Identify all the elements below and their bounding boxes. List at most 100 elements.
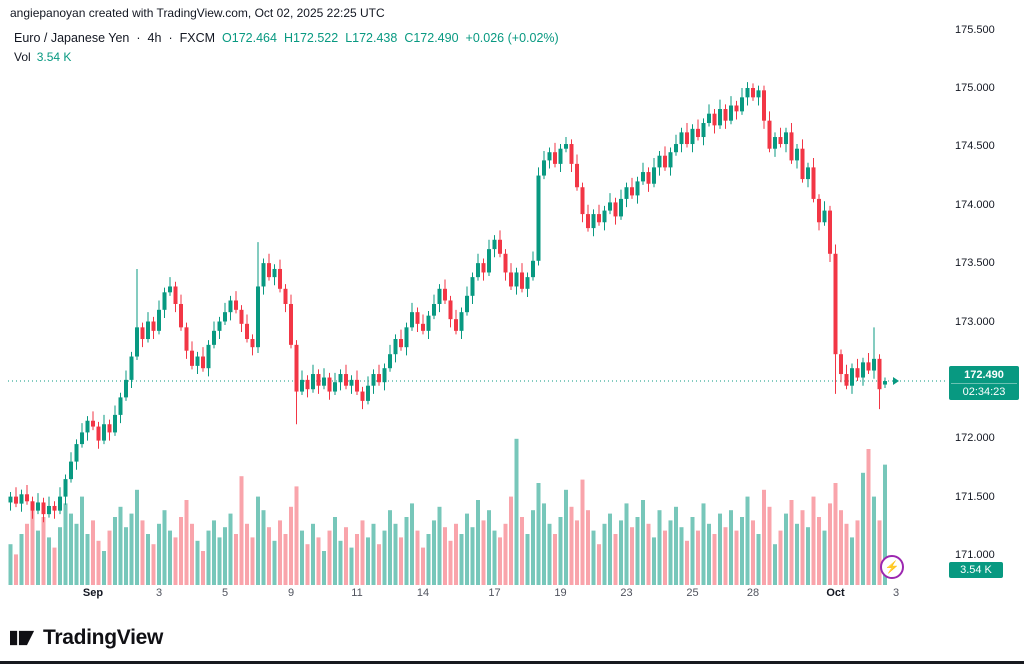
time-axis-label: 19 xyxy=(554,587,567,599)
candle-body xyxy=(25,494,29,502)
price-chart-canvas[interactable] xyxy=(0,0,948,610)
candle-body xyxy=(421,323,425,331)
volume-bar xyxy=(597,544,601,585)
candle-body xyxy=(239,309,244,324)
time-axis-label: 17 xyxy=(488,587,501,599)
volume-bar xyxy=(784,513,788,585)
volume-bar xyxy=(272,540,277,585)
interval-label[interactable]: 4h xyxy=(147,31,162,45)
volume-bar xyxy=(861,472,865,585)
volume-bar xyxy=(250,537,255,585)
candle-body xyxy=(476,263,480,278)
volume-bar xyxy=(828,503,832,585)
ohlc-high: H172.522 xyxy=(283,31,339,45)
last-price-value: 172.490 xyxy=(964,369,1004,381)
volume-bar xyxy=(107,530,112,585)
volume-bar xyxy=(773,544,777,585)
volume-bar xyxy=(850,537,854,585)
candle-body xyxy=(630,187,634,196)
candle-body xyxy=(470,277,475,296)
candle-body xyxy=(250,339,255,348)
candle-body xyxy=(789,132,794,161)
candle-body xyxy=(806,167,810,180)
candle-body xyxy=(327,377,332,392)
candle-body xyxy=(492,239,497,250)
candle-body xyxy=(140,327,145,340)
candle-body xyxy=(762,90,766,121)
candle-body xyxy=(234,300,238,310)
candle-body xyxy=(795,148,799,161)
candle-body xyxy=(608,202,612,211)
volume-bar xyxy=(399,537,403,585)
ohlc-low: L172.438 xyxy=(345,31,398,45)
candle-body xyxy=(107,424,112,433)
volume-bar xyxy=(509,496,513,585)
separator-dot: · xyxy=(168,31,173,45)
price-axis[interactable]: 175.500 175.000 174.500 174.000 173.500 173.0… xyxy=(948,0,1024,610)
attribution-text: angiepanoyan created with TradingView.co… xyxy=(10,6,385,20)
candle-body xyxy=(162,292,167,310)
volume-bar xyxy=(283,534,288,585)
candle-body xyxy=(124,379,128,398)
volume-bar xyxy=(91,520,95,585)
candle-body xyxy=(525,277,530,289)
candle-body xyxy=(85,420,90,433)
candle-body xyxy=(553,152,557,164)
candle-body xyxy=(712,113,717,126)
volume-bar xyxy=(641,500,645,585)
candle-body xyxy=(701,123,706,138)
volume-bar xyxy=(58,527,62,585)
volume-bar xyxy=(52,547,57,585)
candle-body xyxy=(685,132,689,145)
price-axis-label: 171.500 xyxy=(955,490,995,503)
price-axis-label: 172.000 xyxy=(955,432,995,445)
candle-body xyxy=(30,501,35,511)
candle-body xyxy=(294,344,299,392)
volume-bar xyxy=(454,523,458,585)
candle-body xyxy=(118,397,123,415)
volume-bar xyxy=(685,540,689,585)
separator-dot: · xyxy=(136,31,141,45)
volume-bar xyxy=(844,523,849,585)
volume-axis-badge: 3.54 K xyxy=(949,562,1003,578)
candle-body xyxy=(531,260,535,278)
volume-bar xyxy=(553,534,557,585)
volume-bar xyxy=(234,534,238,585)
tradingview-logo-text: TradingView xyxy=(43,626,164,649)
volume-bar xyxy=(245,523,249,585)
candle-body xyxy=(135,327,139,357)
candle-body xyxy=(877,358,882,390)
candle-body xyxy=(8,496,13,503)
volume-indicator-row[interactable]: Vol 3.54 K xyxy=(14,50,71,64)
volume-bar xyxy=(300,530,304,585)
candle-body xyxy=(278,268,282,289)
volume-bar xyxy=(822,530,827,585)
bar-countdown-timer: 02:34:23 xyxy=(951,383,1017,398)
candle-body xyxy=(586,214,590,229)
time-axis[interactable]: Sep 3 5 9 11 14 17 19 23 25 28 Oct 3 xyxy=(0,587,948,605)
candle-body xyxy=(465,295,469,313)
volume-bar xyxy=(492,530,497,585)
candle-body xyxy=(481,263,486,273)
instant-trading-button[interactable]: ⚡ xyxy=(880,555,904,579)
symbol-info-bar[interactable]: Euro / Japanese Yen · 4h · FXCM O172.464… xyxy=(14,31,559,45)
volume-bar xyxy=(756,534,761,585)
candle-body xyxy=(734,105,739,112)
candle-body xyxy=(602,210,607,223)
volume-bar xyxy=(745,496,750,585)
volume-bar xyxy=(602,523,607,585)
volume-bar xyxy=(580,479,585,585)
symbol-name[interactable]: Euro / Japanese Yen xyxy=(14,31,130,45)
candle-body xyxy=(349,379,354,386)
volume-bar xyxy=(866,449,871,585)
volume-bar xyxy=(36,530,40,585)
tradingview-logo[interactable]: TradingView xyxy=(10,626,163,650)
volume-bar xyxy=(883,464,887,585)
candle-body xyxy=(800,148,805,180)
volume-bar xyxy=(47,537,51,585)
candle-body xyxy=(564,144,568,149)
volume-bar xyxy=(377,544,381,585)
volume-bar xyxy=(333,517,337,585)
volume-bar xyxy=(360,520,365,585)
